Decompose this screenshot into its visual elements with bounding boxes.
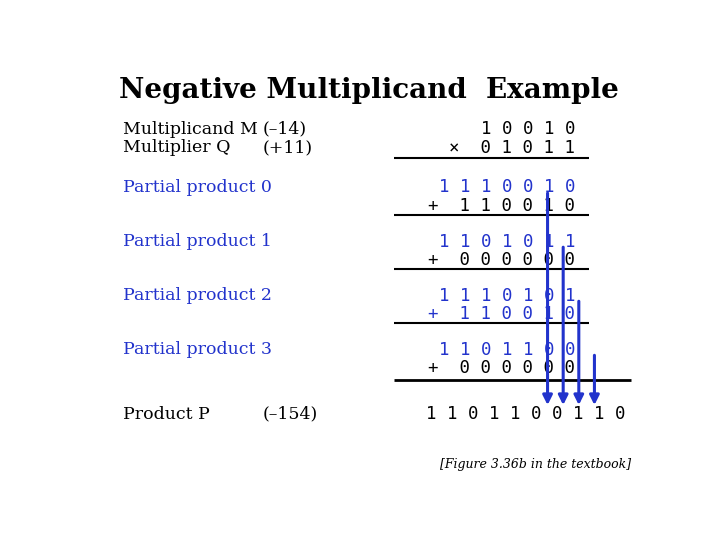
Text: +  1 1 0 0 1 0: + 1 1 0 0 1 0 <box>428 197 575 215</box>
Text: Multiplier Q: Multiplier Q <box>124 139 231 157</box>
Text: ×  0 1 0 1 1: × 0 1 0 1 1 <box>449 139 575 157</box>
Text: (–14): (–14) <box>263 121 307 138</box>
Text: 1 1 1 0 1 0 1: 1 1 1 0 1 0 1 <box>439 287 575 305</box>
Text: (+11): (+11) <box>263 139 313 157</box>
Text: Partial product 2: Partial product 2 <box>124 287 272 304</box>
Text: (–154): (–154) <box>263 406 318 423</box>
Text: 1 1 0 1 0 1 1: 1 1 0 1 0 1 1 <box>439 233 575 251</box>
Text: [Figure 3.36b in the textbook]: [Figure 3.36b in the textbook] <box>440 458 631 471</box>
Text: 1 1 0 1 1 0 0 1 1 0: 1 1 0 1 1 0 0 1 1 0 <box>426 405 626 423</box>
Text: 1 0 0 1 0: 1 0 0 1 0 <box>481 120 575 138</box>
Text: +  0 0 0 0 0 0: + 0 0 0 0 0 0 <box>428 251 575 269</box>
Text: Multiplicand M: Multiplicand M <box>124 121 258 138</box>
Text: Partial product 1: Partial product 1 <box>124 233 272 250</box>
Text: Partial product 3: Partial product 3 <box>124 341 272 358</box>
Text: Partial product 0: Partial product 0 <box>124 179 272 196</box>
Text: 1 1 1 0 0 1 0: 1 1 1 0 0 1 0 <box>439 178 575 197</box>
Text: Negative Multiplicand  Example: Negative Multiplicand Example <box>119 77 619 104</box>
Text: +  1 1 0 0 1 0: + 1 1 0 0 1 0 <box>428 305 575 323</box>
Text: +  0 0 0 0 0 0: + 0 0 0 0 0 0 <box>428 359 575 377</box>
Text: 1 1 0 1 1 0 0: 1 1 0 1 1 0 0 <box>439 341 575 359</box>
Text: Product P: Product P <box>124 406 210 423</box>
